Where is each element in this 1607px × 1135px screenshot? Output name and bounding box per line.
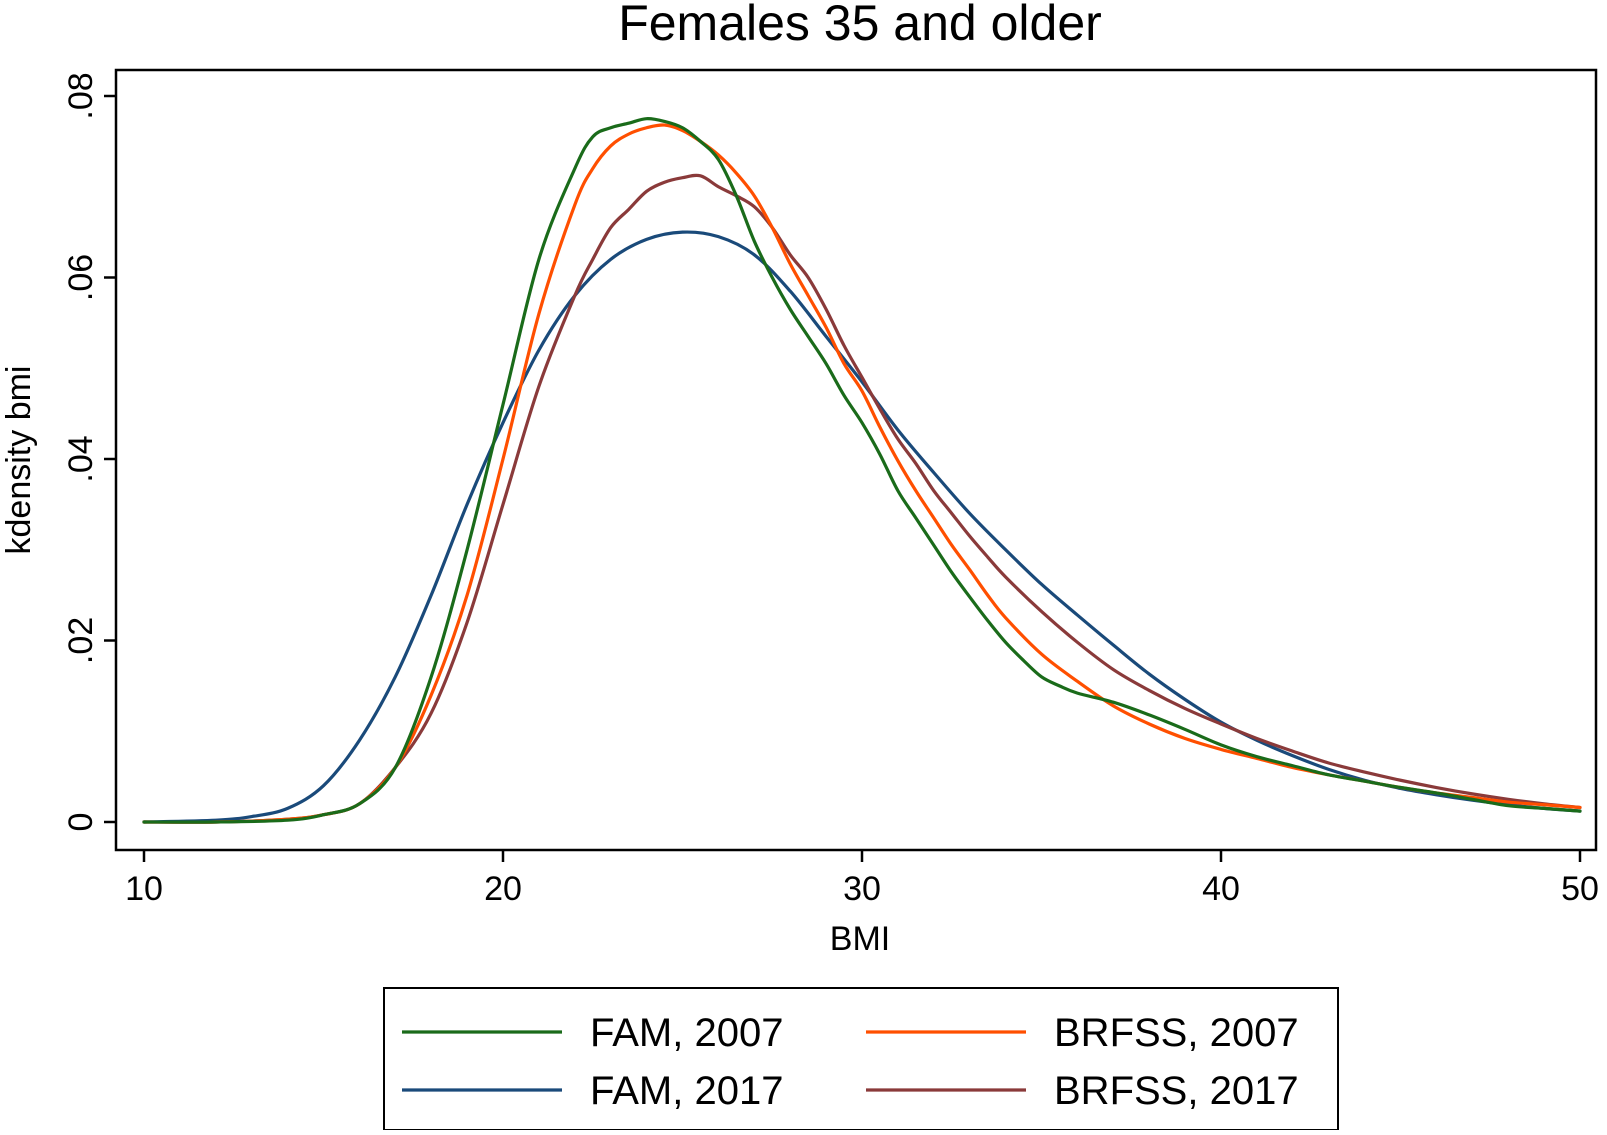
legend-label-brfss-2017: BRFSS, 2017 <box>1054 1069 1299 1113</box>
x-tick-label: 40 <box>1202 870 1240 908</box>
series-line-brfss-2017 <box>142 173 1582 824</box>
legend: FAM, 2007 BRFSS, 2007 FAM, 2017 BRFSS, 2017 <box>383 987 1339 1131</box>
y-tick-label: .02 <box>62 617 100 664</box>
y-axis-label: kdensity bmi <box>0 366 38 555</box>
x-tick-label: 30 <box>843 870 881 908</box>
x-tick-label: 10 <box>125 870 163 908</box>
x-axis: 10 20 30 40 50 <box>125 850 1599 908</box>
y-tick-label: .08 <box>62 72 100 119</box>
chart-title: Females 35 and older <box>618 0 1102 51</box>
series-line-brfss-2007 <box>142 123 1582 824</box>
legend-items: FAM, 2007 BRFSS, 2007 FAM, 2017 BRFSS, 2017 <box>402 1011 1299 1113</box>
legend-label-fam-2017: FAM, 2017 <box>590 1069 783 1113</box>
series-line-fam-2007 <box>142 117 1582 824</box>
y-tick-label: .04 <box>62 435 100 482</box>
y-tick-label: .06 <box>62 254 100 301</box>
series-group <box>142 117 1582 824</box>
x-tick-label: 50 <box>1561 870 1599 908</box>
x-tick-label: 20 <box>484 870 522 908</box>
legend-label-brfss-2007: BRFSS, 2007 <box>1054 1011 1299 1055</box>
y-tick-label: 0 <box>62 813 100 832</box>
x-axis-label: BMI <box>830 920 890 958</box>
y-axis: 0 .02 .04 .06 .08 <box>62 72 116 831</box>
legend-label-fam-2007: FAM, 2007 <box>590 1011 783 1055</box>
series-line-fam-2017 <box>142 230 1582 824</box>
